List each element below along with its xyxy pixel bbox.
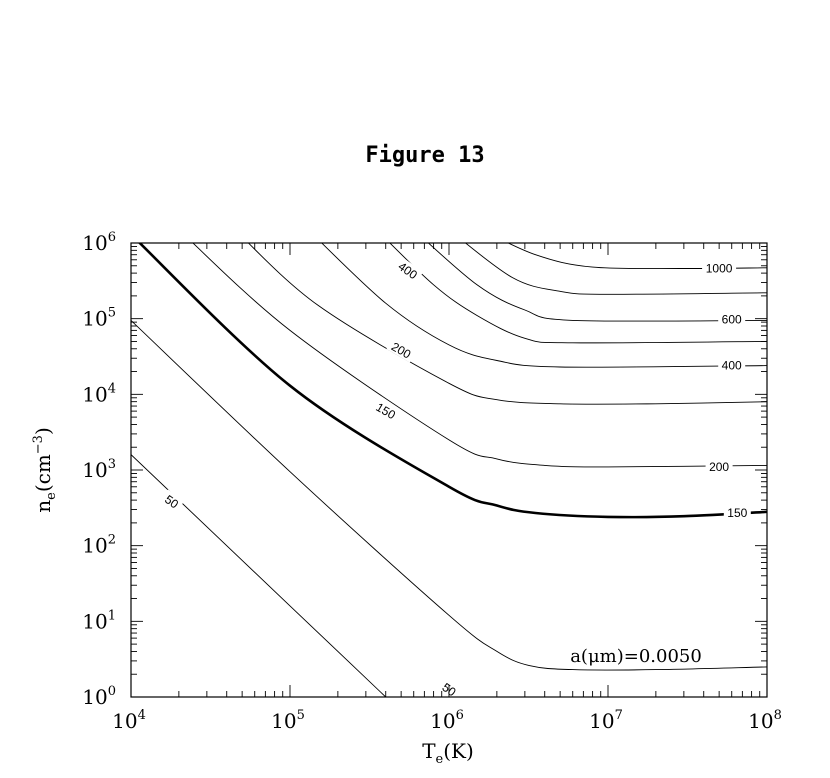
contour-label-bg — [723, 505, 751, 519]
y-tick-label: 102 — [82, 533, 116, 558]
contour-line — [131, 320, 767, 671]
contour-label-text: 600 — [722, 312, 742, 326]
y-tick-labels: 100 101 102 103 104 105 106 — [82, 230, 116, 709]
contour-label: 400 — [718, 357, 746, 373]
particle-size-annotation: a(μm)=0.0050 — [570, 646, 702, 667]
contour-label: 150 — [723, 505, 751, 520]
contour-label-bg — [393, 256, 424, 284]
x-tick-label: 108 — [748, 708, 782, 733]
y-axis-title: ne(cm−3) — [31, 427, 59, 513]
x-tick-label: 105 — [271, 708, 305, 733]
plot-frame — [130, 242, 768, 698]
contour-label-bg — [718, 311, 746, 326]
figure-title: Figure 13 — [365, 143, 485, 168]
contour-label: 200 — [386, 336, 417, 363]
x-tick-labels: 104 105 106 107 108 — [112, 708, 782, 733]
contour-line — [137, 243, 767, 519]
contour-line — [464, 243, 767, 295]
contour-label-bg — [159, 489, 185, 513]
x-tick-label: 106 — [430, 708, 464, 733]
contour-line — [321, 243, 767, 368]
contour-label: 50 — [159, 489, 185, 513]
contour-label-text: 400 — [722, 359, 742, 373]
contour-line — [192, 243, 767, 468]
contour-line — [247, 243, 767, 405]
contour-label-text: 200 — [709, 460, 729, 474]
y-tick-label: 101 — [82, 608, 116, 633]
contour-label: 1000 — [702, 260, 737, 276]
contour-line — [427, 243, 767, 322]
contour-label-bg — [718, 357, 746, 372]
contour-label: 200 — [705, 458, 733, 474]
y-tick-label: 103 — [82, 457, 116, 482]
contour-label-bg — [705, 458, 733, 473]
contour-label-bg — [702, 260, 737, 275]
contour-label: 150 — [371, 397, 402, 424]
contour-line — [389, 243, 767, 344]
contour-label-text: 150 — [727, 506, 747, 520]
contour-lines — [131, 243, 767, 697]
contour-label: 600 — [718, 311, 746, 326]
y-tick-label: 100 — [82, 684, 116, 709]
contour-label-bg — [437, 677, 462, 701]
x-tick-label: 107 — [589, 708, 623, 733]
y-tick-label: 105 — [82, 306, 116, 331]
axis-ticks — [130, 242, 768, 698]
y-tick-label: 106 — [82, 230, 116, 255]
contour-label-bg — [386, 336, 417, 363]
contour-label-text: 1000 — [706, 262, 733, 276]
y-tick-label: 104 — [82, 381, 116, 406]
x-axis-title: Te(K) — [422, 739, 474, 767]
x-tick-label: 104 — [112, 708, 146, 733]
contour-label-bg — [371, 397, 402, 424]
